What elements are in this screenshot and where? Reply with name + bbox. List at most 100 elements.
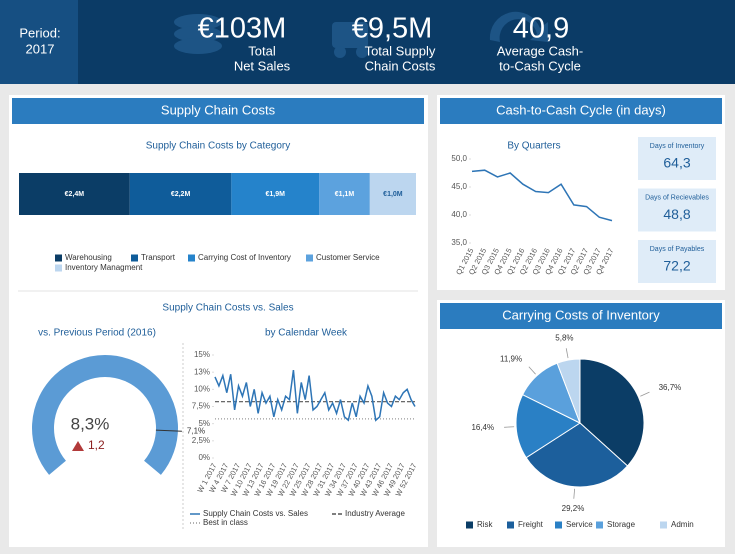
kpi-label: Average Cash- [497, 43, 583, 58]
y-tick-label: 45,0 [451, 182, 467, 191]
panel-title: Carrying Costs of Inventory [502, 307, 660, 322]
kpi-box [638, 137, 716, 180]
period-value: 2017 [26, 41, 55, 56]
gauge-target-label: 7,1% [187, 426, 205, 435]
panel-title: Supply Chain Costs [161, 102, 276, 117]
y-tick-label: 40,0 [451, 210, 467, 219]
kpi-label: Net Sales [234, 58, 291, 73]
pie-slice [525, 422, 629, 488]
legend-swatch [507, 521, 514, 529]
legend-label: Warehousing [65, 253, 112, 262]
y-tick-label: 2,5% [192, 436, 210, 445]
bar-segment [369, 173, 416, 215]
legend-swatch [555, 521, 562, 529]
header-icons [174, 11, 548, 58]
chart-title: by Calendar Week [265, 328, 348, 339]
gauge-arc [32, 355, 178, 475]
kpi-value: 40,9 [513, 13, 569, 45]
leader-line [640, 391, 650, 397]
kpi-box-value: 48,8 [663, 206, 690, 222]
kpi-box-value: 64,3 [663, 155, 690, 171]
y-tick-label: 13% [194, 367, 210, 376]
kpi-value: €103M [198, 13, 287, 45]
legend-swatch [55, 264, 62, 272]
kpi-box [638, 240, 716, 283]
bar-label: €1,0M [383, 191, 403, 198]
legend-label: Industry Average [345, 509, 405, 518]
pie-label: 5,8% [555, 334, 573, 343]
kpi-box-value: 72,2 [663, 258, 690, 274]
y-tick-label: 15% [194, 350, 210, 359]
kpi-value: €9,5M [352, 13, 433, 45]
y-tick-label: 35,0 [451, 238, 467, 247]
legend-label: Freight [518, 520, 544, 529]
kpi-box [638, 188, 716, 232]
panel-title: Cash-to-Cash Cycle (in days) [496, 102, 666, 117]
pie-label: 29,2% [562, 504, 585, 513]
bar-label: €1,1M [335, 191, 355, 198]
pie-slice [515, 393, 582, 459]
legend-label: Admin [671, 520, 694, 529]
kpi-label: Chain Costs [365, 58, 436, 73]
y-tick-label: 10% [194, 384, 210, 393]
legend-label: Inventory Managment [65, 263, 143, 272]
y-tick-label: 7,5% [192, 402, 210, 411]
leader-line [565, 348, 569, 359]
kpi-label: to-Cash Cycle [499, 58, 581, 73]
gauge-change: 1,2 [88, 438, 105, 452]
legend-swatch [660, 521, 667, 529]
chart-title: By Quarters [507, 141, 560, 152]
legend-swatch [466, 521, 473, 529]
section-title: Supply Chain Costs vs. Sales [162, 303, 293, 314]
line-series [471, 169, 613, 222]
legend-swatch [306, 254, 313, 262]
pie-label: 11,9% [500, 355, 522, 364]
kpi-label: Total Supply [365, 43, 436, 58]
panel-title-bar [440, 303, 722, 329]
y-tick-label: 0% [198, 453, 210, 462]
panel-title-bar [12, 98, 424, 124]
bar-label: €2,4M [65, 191, 85, 198]
chart-title: Supply Chain Costs by Category [146, 141, 291, 152]
kpi-box-label: Days of Payables [650, 246, 705, 253]
pie-slice [556, 358, 581, 424]
legend-label: Transport [141, 253, 176, 262]
panel [9, 95, 428, 547]
bar-segment [19, 173, 130, 215]
panel-title-bar [440, 98, 722, 124]
bar-segment [129, 173, 232, 215]
gauge-value: 8,3% [71, 414, 110, 433]
legend-label: Customer Service [316, 253, 380, 262]
change-icon [72, 441, 84, 451]
legend-swatch [55, 254, 62, 262]
pie-label: 16,4% [471, 423, 494, 432]
bar-segment [231, 173, 320, 215]
legend-label: Best in class [203, 518, 248, 527]
legend-label: Carrying Cost of Inventory [198, 253, 291, 262]
kpi-label: Total [248, 43, 276, 58]
legend-swatch [188, 254, 195, 262]
pie-slice [579, 358, 645, 467]
leader-line [528, 366, 536, 375]
legend-swatch [131, 254, 138, 262]
bar-label: €1,9M [265, 191, 285, 198]
legend-label: Storage [607, 520, 636, 529]
gauge-target [155, 429, 182, 432]
y-tick-label: 50,0 [451, 154, 467, 163]
kpi-box-label: Days of Inventory [650, 143, 705, 150]
kpi-box-label: Days of Recievables [645, 194, 709, 201]
legend-label: Service [566, 520, 593, 529]
chart-title: vs. Previous Period (2016) [38, 328, 156, 339]
legend-swatch [596, 521, 603, 529]
period-box [0, 0, 78, 84]
y-tick-label: 5% [198, 419, 210, 428]
pie-label: 36,7% [659, 383, 682, 392]
legend-label: Risk [477, 520, 494, 529]
bar-label: €2,2M [171, 191, 191, 198]
leader-line [504, 426, 515, 428]
legend-label: Supply Chain Costs vs. Sales [203, 509, 308, 518]
line-series [214, 370, 416, 422]
period-label: Period: [19, 25, 60, 40]
